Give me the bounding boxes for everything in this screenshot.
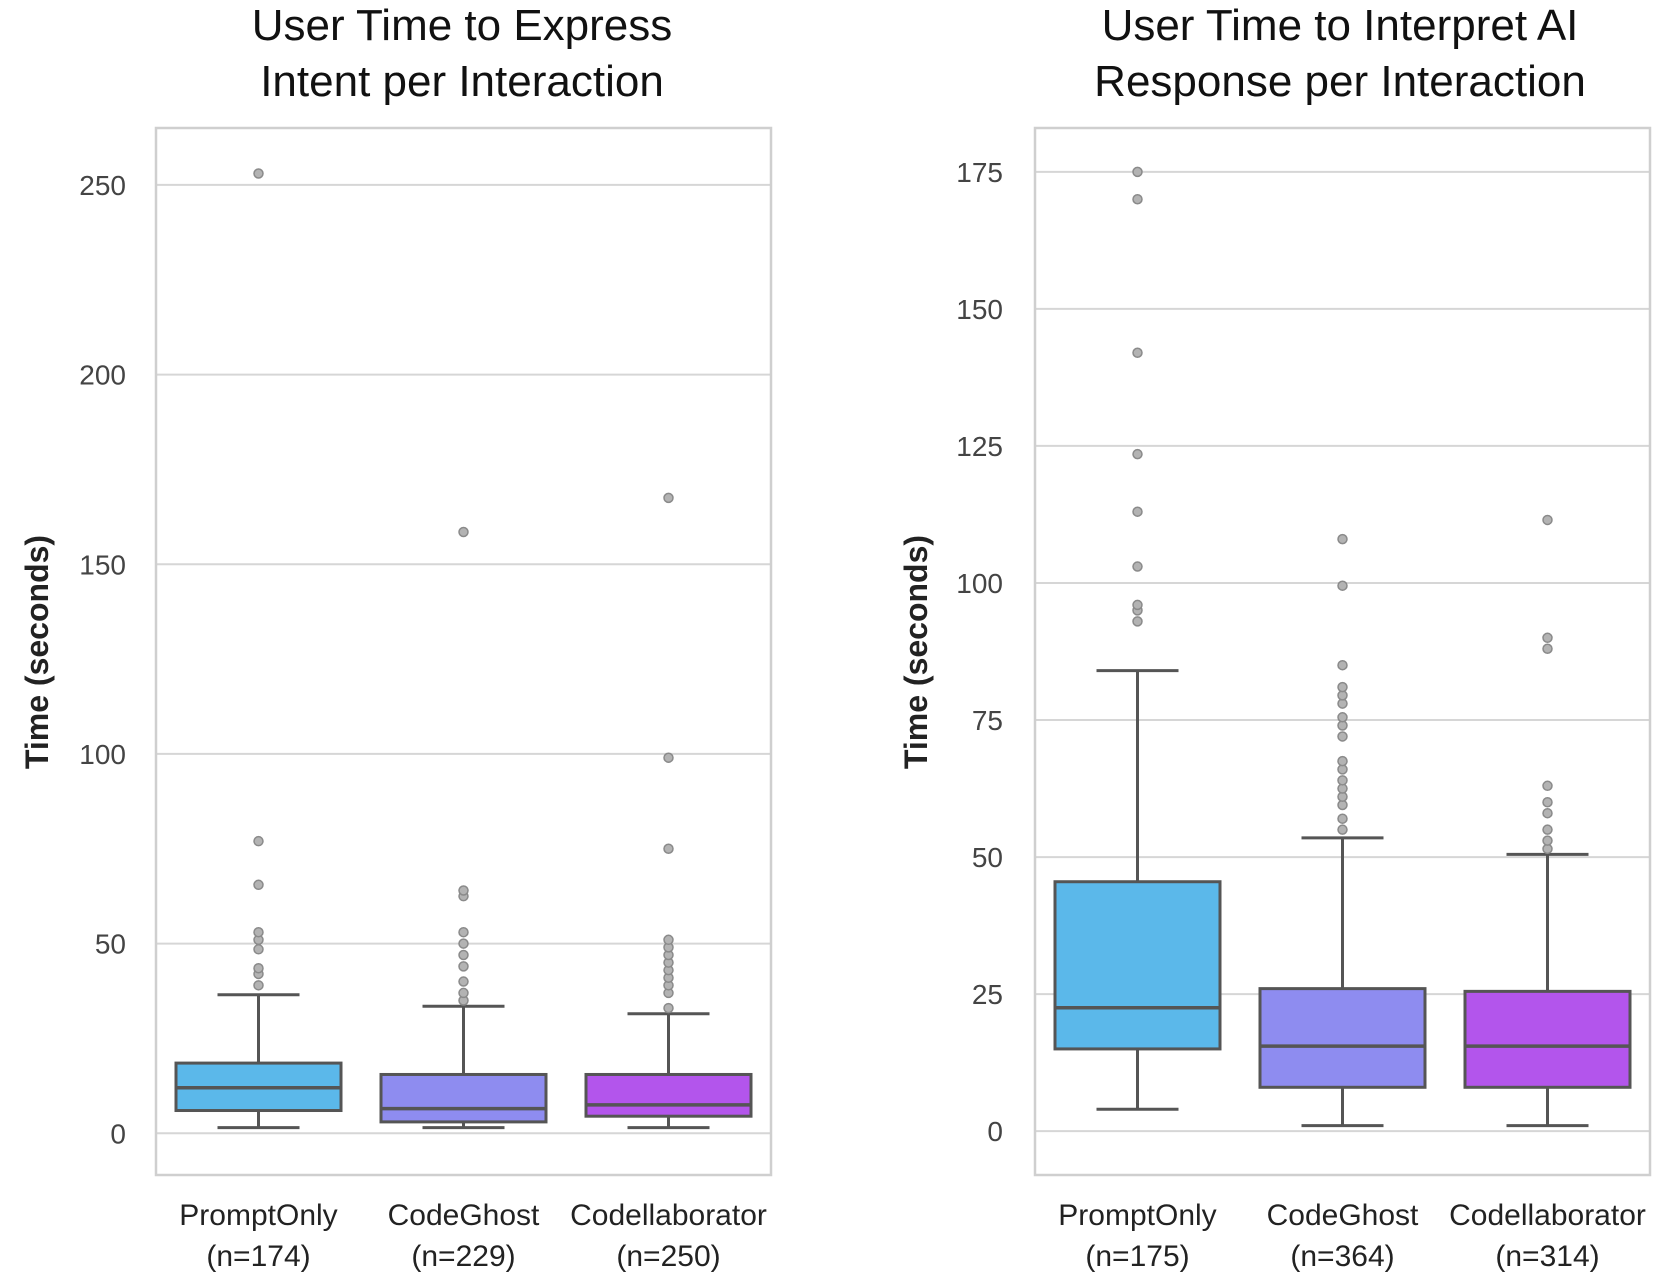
outlier-point bbox=[458, 885, 469, 896]
chart-title-line: Intent per Interaction bbox=[260, 57, 664, 106]
outlier-point bbox=[1132, 194, 1143, 205]
outlier-point bbox=[1337, 775, 1348, 786]
y-tick-label: 75 bbox=[972, 705, 1003, 736]
outlier-point bbox=[1542, 796, 1553, 808]
x-category-count: (n=364) bbox=[1290, 1240, 1394, 1273]
outlier-point bbox=[1337, 681, 1348, 693]
box-promptonly bbox=[174, 168, 343, 1130]
outlier-point bbox=[1542, 835, 1553, 846]
outlier-point bbox=[1337, 659, 1348, 671]
plot-frame bbox=[154, 126, 773, 1177]
outlier-point bbox=[253, 168, 264, 179]
x-category-label: PromptOnly bbox=[179, 1199, 337, 1232]
outlier-point bbox=[253, 926, 264, 938]
box-promptonly bbox=[1053, 166, 1222, 1111]
chart-1: User Time to Express Intent per Interacti… bbox=[19, 1, 773, 1273]
box-codeghost bbox=[379, 526, 548, 1130]
chart-title-line: Response per Interaction bbox=[1094, 57, 1586, 106]
y-tick-label: 200 bbox=[79, 360, 126, 391]
outlier-point bbox=[458, 926, 469, 938]
x-category-label: PromptOnly bbox=[1058, 1199, 1216, 1232]
y-tick-label: 175 bbox=[956, 157, 1003, 188]
box-codeghost bbox=[1258, 533, 1427, 1128]
outlier-point bbox=[458, 976, 469, 987]
outlier-point bbox=[458, 961, 469, 972]
outlier-point bbox=[1337, 813, 1348, 824]
outlier-point bbox=[253, 980, 264, 991]
x-category-count: (n=250) bbox=[616, 1240, 720, 1273]
outlier-point bbox=[1542, 824, 1553, 835]
outlier-point bbox=[253, 879, 264, 891]
x-category-count: (n=174) bbox=[206, 1240, 310, 1273]
box-codellaborator bbox=[584, 492, 753, 1130]
iqr-box bbox=[1258, 987, 1427, 1089]
iqr-box bbox=[1053, 880, 1222, 1051]
iqr-box bbox=[584, 1072, 753, 1118]
outlier-point bbox=[1132, 599, 1143, 611]
outlier-point bbox=[1132, 506, 1143, 517]
outlier-point bbox=[1132, 616, 1143, 627]
outlier-point bbox=[458, 987, 469, 999]
y-tick-label: 150 bbox=[79, 549, 126, 580]
outlier-point bbox=[1132, 448, 1143, 460]
x-category-count: (n=314) bbox=[1495, 1240, 1599, 1273]
outlier-point bbox=[458, 949, 469, 961]
outlier-point bbox=[663, 843, 674, 855]
chart-2: User Time to Interpret AI Response per In… bbox=[898, 1, 1652, 1273]
x-category-count: (n=175) bbox=[1085, 1240, 1189, 1273]
y-tick-label: 50 bbox=[95, 929, 126, 960]
x-category-label: CodeGhost bbox=[388, 1199, 540, 1232]
outlier-point bbox=[253, 944, 264, 955]
y-axis-label: Time (seconds) bbox=[898, 535, 934, 769]
iqr-box bbox=[379, 1072, 548, 1124]
outlier-point bbox=[1542, 807, 1553, 819]
x-category-label: Codellaborator bbox=[1449, 1199, 1646, 1232]
box-codellaborator bbox=[1463, 514, 1632, 1128]
outlier-point bbox=[1337, 824, 1348, 835]
outlier-point bbox=[663, 492, 674, 504]
outlier-point bbox=[1132, 347, 1143, 358]
outlier-point bbox=[253, 963, 264, 974]
outlier-point bbox=[1542, 780, 1553, 792]
plot-frame bbox=[1033, 126, 1652, 1177]
outlier-point bbox=[1337, 533, 1348, 545]
y-tick-label: 50 bbox=[972, 842, 1003, 873]
y-tick-label: 0 bbox=[987, 1116, 1003, 1147]
y-tick-label: 125 bbox=[956, 431, 1003, 462]
x-category-count: (n=229) bbox=[411, 1240, 515, 1273]
y-tick-label: 0 bbox=[110, 1118, 126, 1149]
outlier-point bbox=[458, 526, 469, 538]
outlier-point bbox=[1542, 643, 1553, 655]
chart-title-line: User Time to Interpret AI bbox=[1102, 1, 1579, 50]
outlier-point bbox=[663, 752, 674, 763]
outlier-point bbox=[1542, 632, 1553, 644]
outlier-point bbox=[1132, 166, 1143, 178]
outlier-point bbox=[663, 1002, 674, 1014]
outlier-point bbox=[1337, 712, 1348, 723]
iqr-box bbox=[1463, 989, 1632, 1089]
outlier-point bbox=[1337, 755, 1348, 767]
outlier-point bbox=[1542, 514, 1553, 526]
y-axis-label: Time (seconds) bbox=[19, 535, 55, 769]
outlier-point bbox=[1337, 731, 1348, 742]
y-tick-label: 100 bbox=[79, 739, 126, 770]
x-category-label: Codellaborator bbox=[570, 1199, 767, 1232]
outlier-point bbox=[458, 938, 469, 949]
outlier-point bbox=[1337, 580, 1348, 591]
y-tick-label: 250 bbox=[79, 170, 126, 201]
y-tick-label: 150 bbox=[956, 294, 1003, 325]
outlier-point bbox=[253, 835, 264, 847]
y-tick-label: 100 bbox=[956, 568, 1003, 599]
outlier-point bbox=[663, 934, 674, 946]
y-tick-label: 25 bbox=[972, 979, 1003, 1010]
chart-title-line: User Time to Express bbox=[252, 1, 673, 50]
x-category-label: CodeGhost bbox=[1267, 1199, 1419, 1232]
outlier-point bbox=[1132, 561, 1143, 572]
